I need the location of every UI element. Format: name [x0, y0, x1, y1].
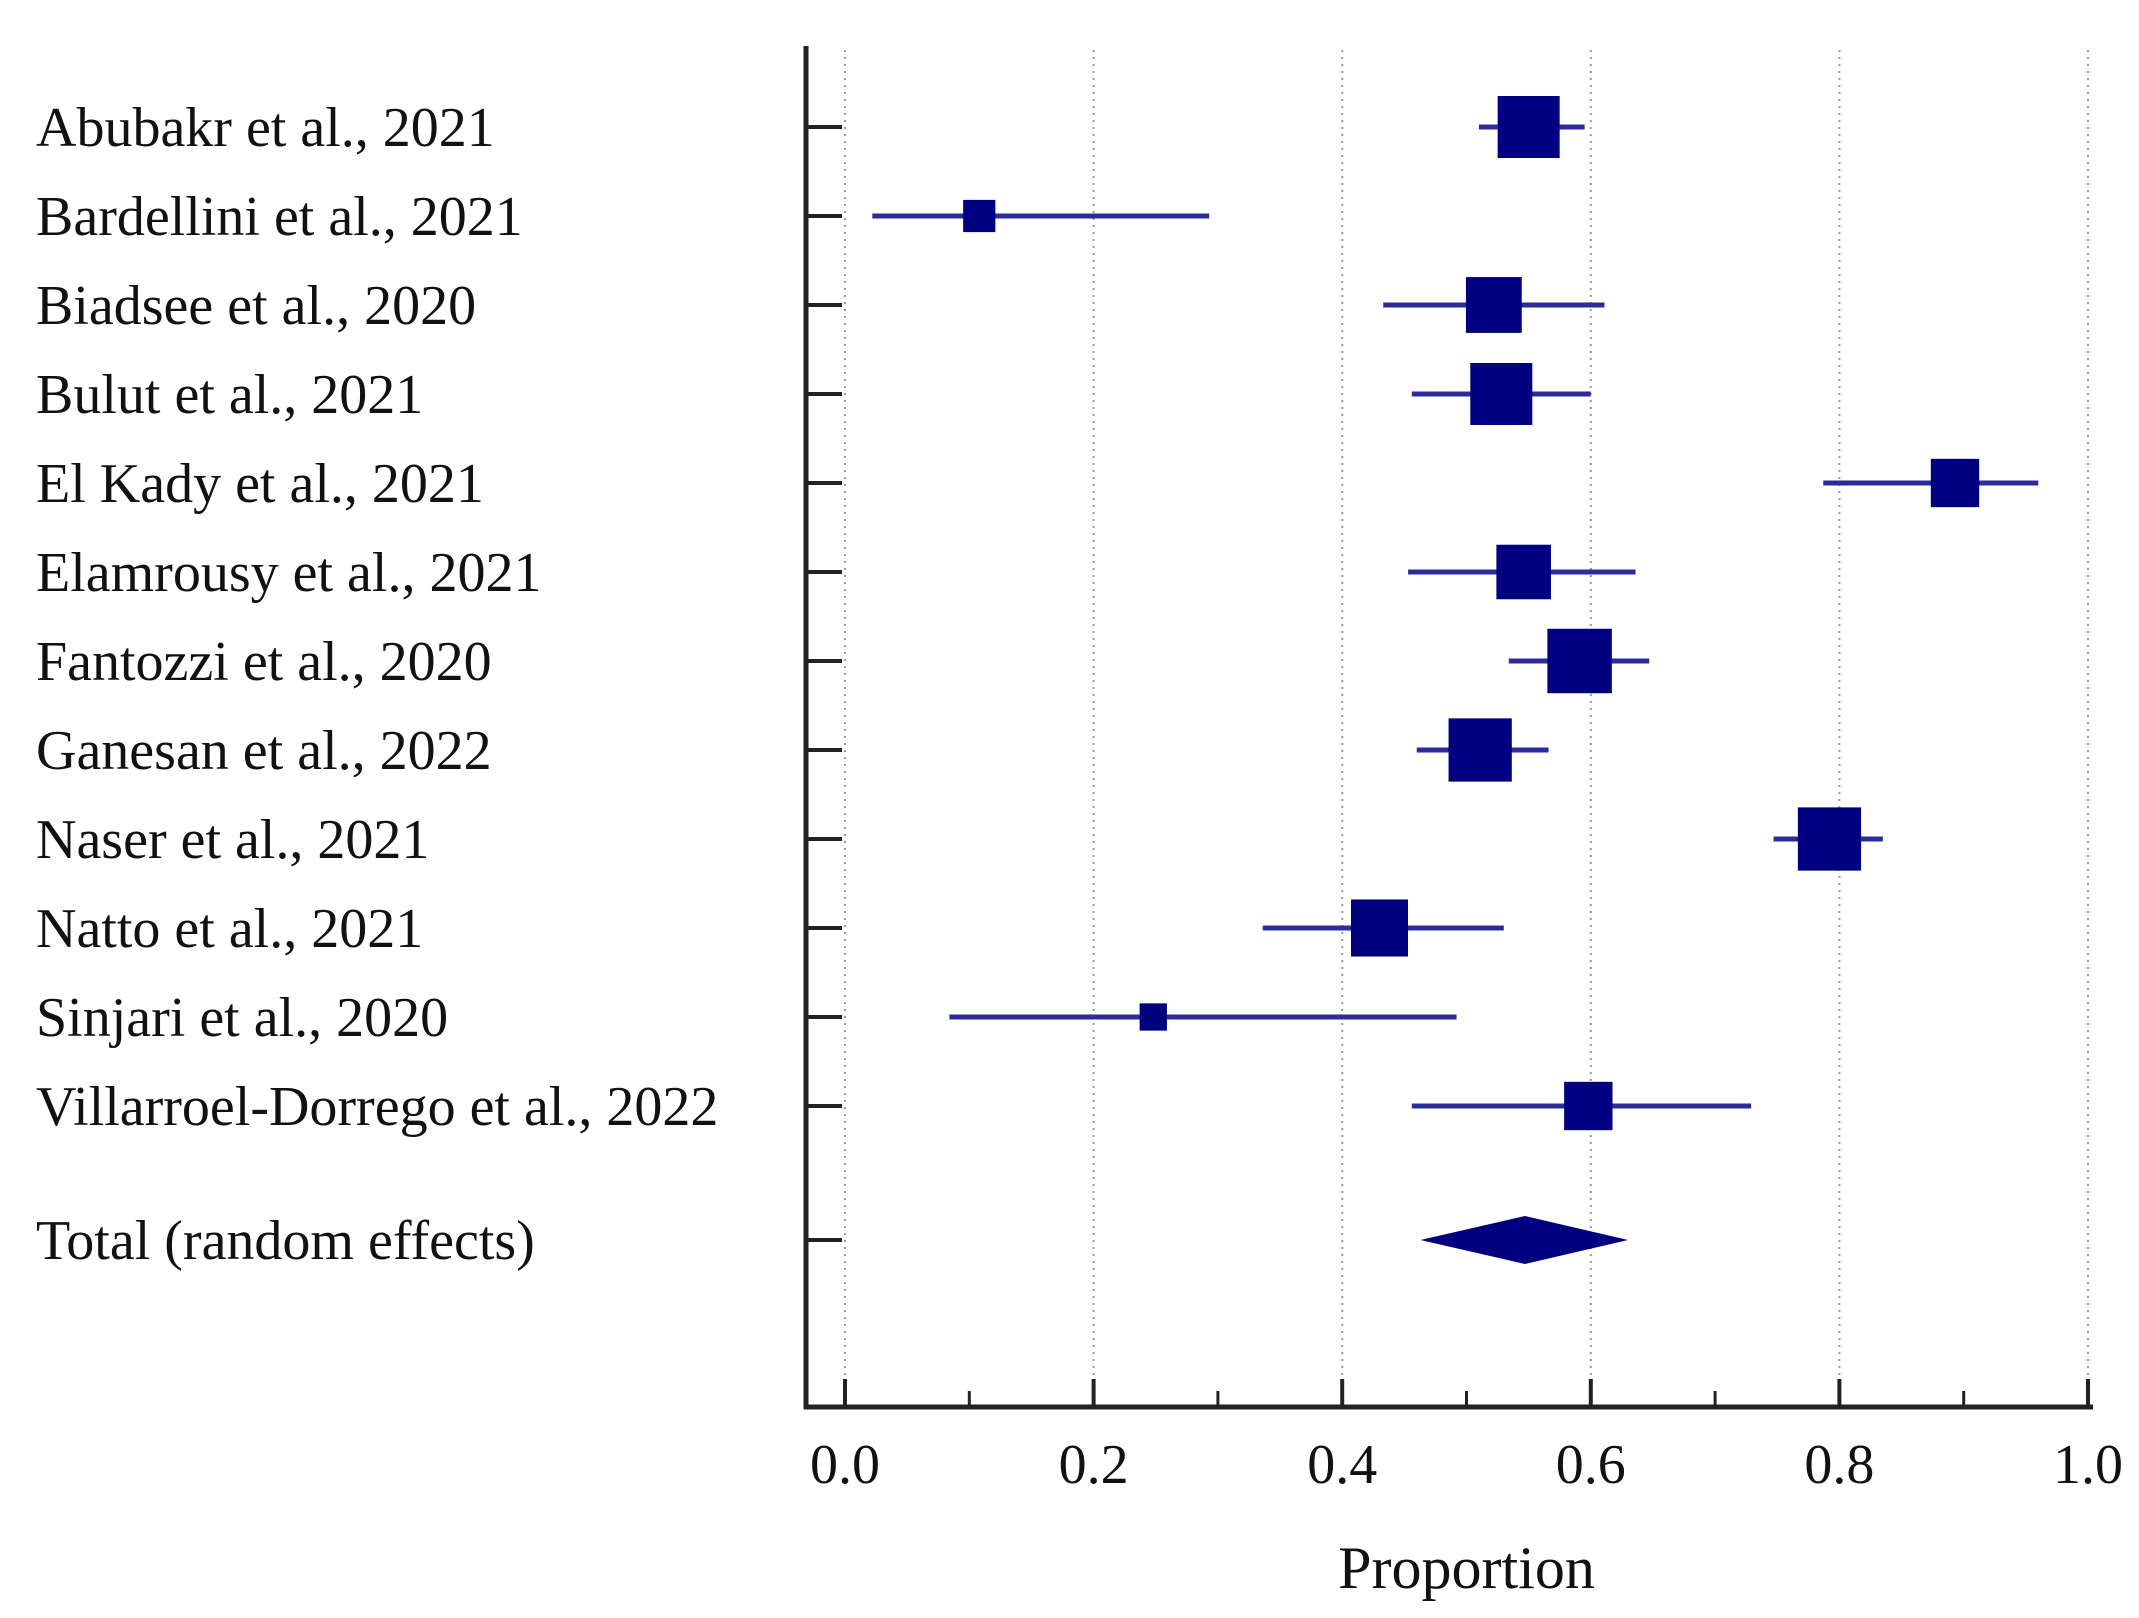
study-label: Naser et al., 2021 — [36, 809, 429, 871]
x-axis-title: Proportion — [1338, 1535, 1595, 1601]
study-estimate-square — [1470, 363, 1533, 425]
study-estimate-square — [1496, 544, 1551, 600]
x-tick-label: 0.8 — [1804, 1434, 1874, 1496]
study-estimate-square — [1497, 96, 1560, 158]
pooled-label: Total (random effects) — [36, 1210, 535, 1272]
study-label: Natto et al., 2021 — [36, 898, 423, 960]
study-label: Fantozzi et al., 2020 — [36, 631, 492, 693]
study-labels: Abubakr et al., 2021 Bardellini et al., 2… — [36, 97, 718, 1272]
x-tick-label: 0.2 — [1059, 1434, 1129, 1496]
study-estimate-square — [1448, 718, 1512, 782]
x-tick-label: 0.6 — [1556, 1434, 1626, 1496]
study-label: Sinjari et al., 2020 — [36, 987, 448, 1049]
study-label: El Kady et al., 2021 — [36, 453, 484, 515]
study-label: Bardellini et al., 2021 — [36, 186, 523, 248]
axes: 0.0 0.2 0.4 0.6 0.8 1.0 — [803, 46, 2123, 1496]
x-tick-label: 0.4 — [1307, 1434, 1377, 1496]
study-label: Abubakr et al., 2021 — [36, 97, 495, 159]
study-label: Ganesan et al., 2022 — [36, 720, 492, 782]
study-estimate-square — [963, 199, 996, 233]
study-label: Bulut et al., 2021 — [36, 364, 423, 426]
x-tick-label: 1.0 — [2053, 1434, 2123, 1496]
study-label: Villarroel-Dorrego et al., 2022 — [36, 1076, 718, 1138]
study-estimate-square — [1564, 1081, 1613, 1131]
study-estimate-square — [1350, 899, 1409, 957]
pooled-estimate-diamond — [1420, 1216, 1629, 1264]
study-estimate-square — [1547, 628, 1612, 694]
study-estimate-square — [1930, 458, 1980, 508]
study-estimate-square — [1797, 807, 1862, 871]
x-tick-label: 0.0 — [810, 1434, 880, 1496]
study-label: Elamrousy et al., 2021 — [36, 542, 541, 604]
study-estimate-square — [1139, 1003, 1167, 1031]
study-estimate-square — [1465, 277, 1522, 333]
study-label: Biadsee et al., 2020 — [36, 275, 476, 337]
study-markers — [872, 96, 2039, 1264]
